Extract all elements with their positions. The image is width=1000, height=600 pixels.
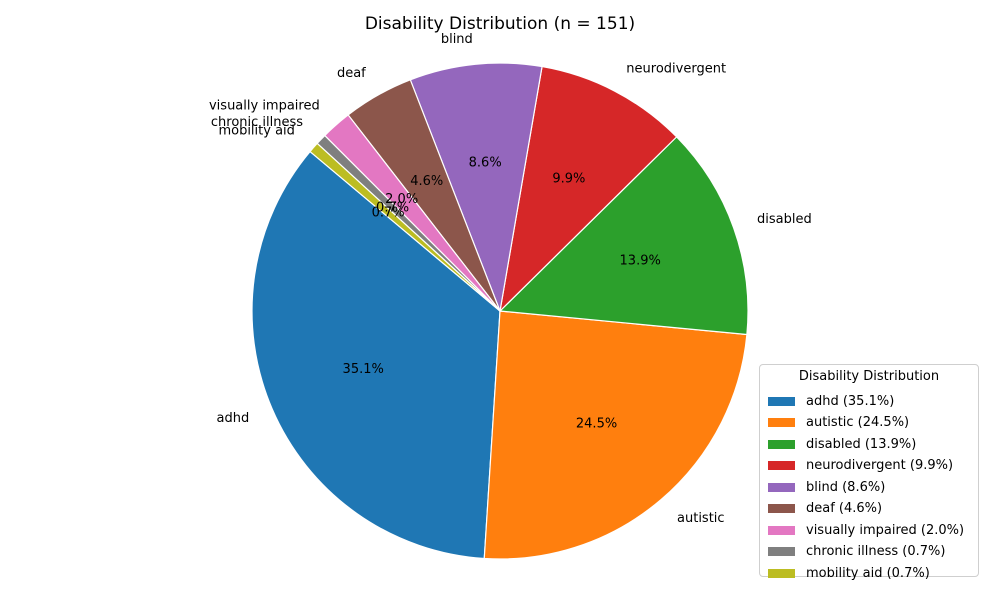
pie-slice-blind — [409, 62, 543, 312]
slice-label-autistic: autistic — [677, 511, 725, 526]
legend-item-visually-impaired: visually impaired (2.0%) — [768, 520, 964, 540]
slice-label-adhd: adhd — [217, 411, 250, 426]
pie-slice-disabled — [499, 136, 749, 336]
legend-swatch-blind — [768, 482, 795, 492]
pct-label-neurodivergent: 9.9% — [552, 172, 585, 187]
pct-label-disabled: 13.9% — [620, 254, 661, 269]
legend-label-neurodivergent: neurodivergent (9.9%) — [806, 458, 954, 473]
legend-title: Disability Distribution — [798, 369, 940, 384]
pct-label-visually-impaired: 2.0% — [385, 192, 418, 207]
legend-item-blind: blind (8.6%) — [768, 477, 885, 497]
pct-label-autistic: 24.5% — [576, 417, 617, 432]
legend-label-deaf: deaf (4.6%) — [806, 501, 883, 516]
slice-label-chronic-illness: chronic illness — [211, 115, 303, 130]
pie-slice-adhd — [251, 150, 501, 560]
legend-label-adhd: adhd (35.1%) — [806, 393, 895, 409]
legend-item-disabled: disabled (13.9%) — [768, 434, 916, 454]
legend-item-neurodivergent: neurodivergent (9.9%) — [768, 456, 953, 476]
legend-swatch-deaf — [768, 504, 795, 513]
pct-label-adhd: 35.1% — [343, 362, 384, 377]
legend: Disability Distribution adhd (35.1%) auti… — [759, 364, 979, 581]
slice-label-mobility-aid: mobility aid — [218, 124, 294, 139]
legend-item-adhd: adhd (35.1%) — [768, 391, 894, 411]
slice-label-deaf: deaf — [337, 66, 366, 81]
legend-swatch-disabled — [768, 439, 795, 449]
pie-slice-neurodivergent — [499, 65, 678, 312]
pie-labels: 35.1% adhd 24.5% autistic 13.9% disabled 9.9% n… — [209, 32, 812, 526]
chart-title: Disability Distribution (n = 151) — [365, 14, 635, 34]
slice-label-blind: blind — [441, 32, 473, 47]
slice-label-neurodivergent: neurodivergent — [626, 62, 726, 77]
legend-label-chronic-illness: chronic illness (0.7%) — [806, 544, 946, 559]
slice-label-visually-impaired: visually impaired — [209, 99, 320, 114]
pct-label-blind: 8.6% — [469, 155, 502, 170]
pct-label-chronic-illness: 0.7% — [376, 201, 409, 216]
legend-item-deaf: deaf (4.6%) — [768, 499, 882, 519]
pie-slices — [251, 62, 749, 560]
legend-item-chronic-illness: chronic illness (0.7%) — [768, 542, 945, 562]
legend-item-mobility-aid: mobility aid (0.7%) — [768, 563, 930, 583]
pie-slice-mobility-aid — [309, 142, 501, 312]
pie-slice-autistic — [483, 310, 748, 560]
legend-label-mobility-aid: mobility aid (0.7%) — [806, 565, 930, 581]
legend-swatch-autistic — [768, 418, 795, 427]
legend-swatch-chronic-illness — [768, 547, 795, 556]
pct-label-mobility-aid: 0.7% — [372, 205, 405, 220]
legend-label-blind: blind (8.6%) — [806, 479, 886, 495]
legend-label-autistic: autistic (24.5%) — [806, 415, 910, 430]
legend-swatch-visually-impaired — [768, 525, 795, 535]
legend-swatch-adhd — [768, 396, 795, 406]
slice-label-disabled: disabled — [757, 212, 812, 227]
pct-label-deaf: 4.6% — [410, 174, 443, 189]
legend-item-autistic: autistic (24.5%) — [768, 413, 909, 433]
legend-label-disabled: disabled (13.9%) — [806, 436, 917, 452]
legend-swatch-neurodivergent — [768, 461, 795, 470]
legend-swatch-mobility-aid — [768, 568, 795, 578]
legend-label-visually-impaired: visually impaired (2.0%) — [806, 522, 965, 538]
